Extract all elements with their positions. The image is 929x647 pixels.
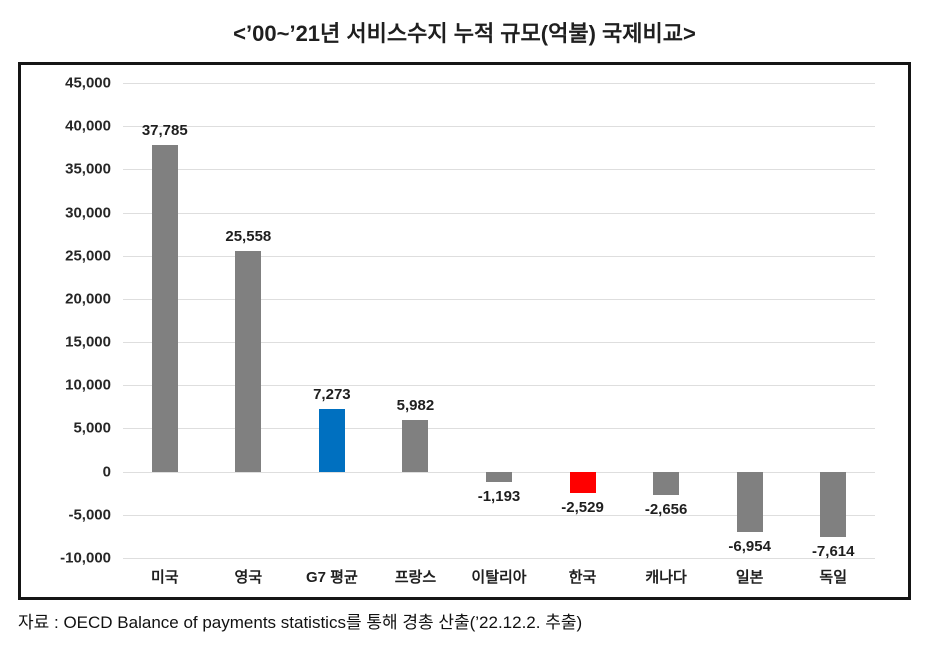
gridline (123, 428, 875, 430)
bar-value-label: 25,558 (225, 227, 272, 245)
y-axis-label: 35,000 (65, 160, 111, 178)
category-label: 영국 (234, 569, 263, 586)
y-axis-label: 30,000 (65, 204, 111, 222)
bar-5 (486, 471, 512, 482)
gridline (123, 342, 875, 344)
gridline (123, 558, 875, 559)
category-label: 프랑스 (394, 569, 437, 586)
category-label: 독일 (819, 569, 848, 586)
plot-area: 37,785 25,558 7,273 5,982 -1,193 -2,529 -2,656… (123, 83, 875, 561)
category-label: 일본 (735, 569, 764, 586)
category-label: 이탈리아 (471, 569, 527, 586)
gridline (123, 255, 875, 257)
gridline (123, 83, 875, 84)
bar-value-label: -6,954 (728, 537, 771, 555)
bar-9 (820, 471, 847, 538)
gridline (123, 514, 875, 516)
bar-6 (569, 471, 596, 494)
bar-8 (736, 471, 763, 532)
bar-value-label: 37,785 (141, 122, 188, 140)
bar-value-label: 7,273 (313, 385, 351, 403)
category-label: 미국 (150, 569, 179, 586)
gridline (123, 212, 875, 214)
y-axis-label: 25,000 (65, 247, 111, 265)
gridline (123, 169, 875, 171)
y-axis-label: -5,000 (68, 506, 111, 524)
bar-7 (653, 471, 680, 495)
bar-3 (318, 408, 345, 472)
y-axis: 45,000 40,000 35,000 30,000 25,000 20,000 15,0… (21, 75, 111, 567)
y-axis-label: 15,000 (65, 333, 111, 351)
y-axis-label: 20,000 (65, 290, 111, 308)
x-axis: 미국 영국 G7 평균 프랑스 이탈리아 한국 캐나다 일본 독일 (123, 566, 875, 588)
y-axis-label: 5,000 (73, 419, 111, 437)
bar-value-label: -7,614 (811, 543, 855, 561)
source-note: 자료 : OECD Balance of payments statistics… (18, 613, 583, 632)
bar-value-label: 5,982 (396, 396, 435, 414)
category-label: G7 평균 (305, 569, 358, 586)
bar-value-label: -2,656 (644, 500, 688, 518)
y-axis-label: -10,000 (60, 549, 111, 567)
chart-frame: 45,000 40,000 35,000 30,000 25,000 20,000 15,0… (18, 62, 911, 600)
chart-title: <’00~’21년 서비스수지 누적 규모(억불) 국제비교> (233, 21, 696, 46)
gridline (123, 298, 875, 300)
gridline (123, 385, 875, 387)
y-axis-label: 40,000 (65, 117, 111, 135)
bar-4 (402, 419, 429, 472)
y-axis-label: 0 (102, 463, 111, 481)
y-axis-label: 45,000 (65, 74, 111, 92)
gridline (123, 126, 875, 128)
category-label: 한국 (568, 569, 597, 586)
bar-value-label: -2,529 (561, 499, 604, 517)
bar-2 (235, 250, 262, 472)
y-axis-label: 10,000 (65, 376, 111, 394)
bar-1 (151, 145, 178, 472)
category-label: 캐나다 (645, 569, 687, 586)
bar-value-label: -1,193 (477, 487, 521, 505)
